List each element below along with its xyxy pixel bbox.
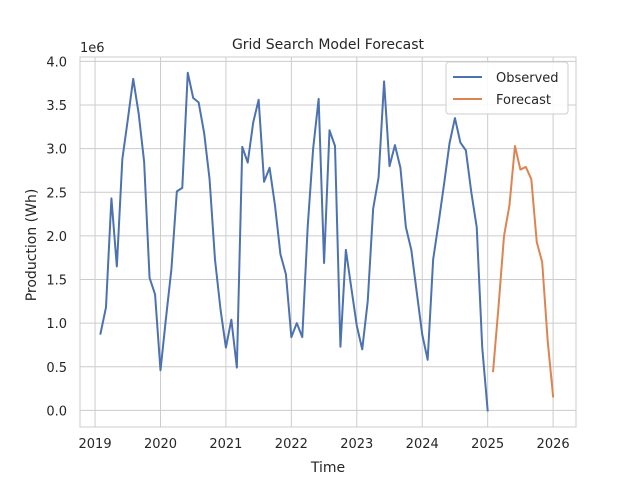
x-tick-label: 2025 — [471, 437, 504, 452]
legend-label-forecast: Forecast — [496, 93, 551, 108]
y-tick-label: 3.0 — [46, 143, 67, 158]
x-axis-ticks: 2019 2020 2021 2022 2023 2024 2025 2026 — [79, 437, 570, 452]
x-axis-label: Time — [310, 460, 345, 476]
y-tick-label: 1.5 — [46, 274, 67, 289]
y-offset-label: 1e6 — [80, 41, 105, 56]
x-tick-label: 2024 — [406, 437, 439, 452]
y-tick-label: 3.5 — [46, 99, 67, 114]
plot-frame — [79, 56, 577, 428]
x-tick-label: 2019 — [79, 437, 112, 452]
series-line-forecast — [492, 145, 555, 398]
x-tick-label: 2021 — [209, 437, 242, 452]
chart-title: Grid Search Model Forecast — [232, 37, 425, 53]
legend-box — [445, 61, 569, 115]
y-tick-label: 4.0 — [46, 55, 67, 70]
legend: Observed Forecast — [445, 61, 569, 115]
y-axis-label: Production (Wh) — [24, 189, 40, 302]
series-line-observed — [99, 71, 489, 412]
y-tick-label: 1.0 — [46, 317, 67, 332]
series-group — [99, 71, 555, 412]
y-tick-label: 0.0 — [46, 404, 67, 419]
x-tick-label: 2026 — [537, 437, 570, 452]
x-tick-label: 2022 — [275, 437, 308, 452]
x-tick-label: 2020 — [144, 437, 177, 452]
y-axis-ticks: 0.0 0.5 1.0 1.5 2.0 2.5 3.0 3.5 4.0 — [46, 55, 67, 419]
y-tick-label: 2.0 — [46, 230, 67, 245]
y-tick-label: 2.5 — [46, 186, 67, 201]
y-tick-label: 0.5 — [46, 361, 67, 376]
legend-label-observed: Observed — [496, 71, 559, 86]
x-tick-label: 2023 — [340, 437, 373, 452]
